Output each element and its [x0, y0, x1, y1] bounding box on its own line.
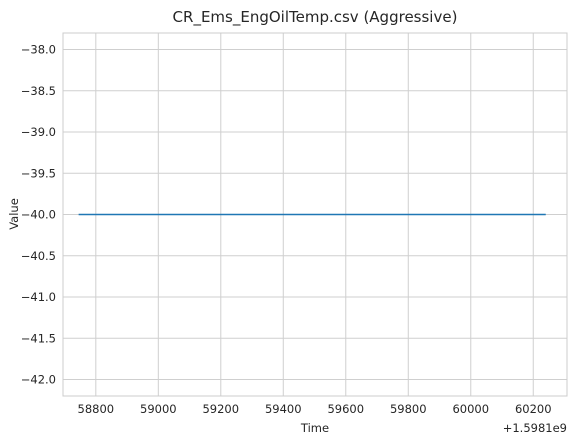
x-tick-label: 59800 — [390, 402, 427, 416]
x-tick-label: 59000 — [140, 402, 177, 416]
x-tick-label: 60000 — [452, 402, 489, 416]
y-tick-label: −39.5 — [21, 166, 56, 180]
plot-frame — [62, 32, 568, 397]
x-tick-label: 58800 — [78, 402, 115, 416]
y-axis-ticks: −38.0 −38.5 −39.0 −39.5 −40.0 −40.5 −41.0 −41.5… — [21, 43, 56, 387]
chart-title: CR_Ems_EngOilTemp.csv (Aggressive) — [173, 8, 458, 27]
x-axis-offset-label: +1.5981e9 — [503, 421, 567, 435]
y-tick-label: −38.5 — [21, 84, 56, 98]
y-tick-label: −41.0 — [21, 290, 56, 304]
plot-area — [62, 32, 568, 397]
x-tick-label: 60200 — [515, 402, 552, 416]
y-tick-label: −40.5 — [21, 249, 56, 263]
x-tick-label: 59200 — [202, 402, 239, 416]
y-tick-label: −38.0 — [21, 43, 56, 57]
y-axis-label: Value — [7, 198, 21, 230]
x-axis-ticks: 58800 59000 59200 59400 59600 59800 60000 60200 — [78, 402, 552, 416]
y-tick-label: −39.0 — [21, 125, 56, 139]
x-tick-label: 59400 — [265, 402, 302, 416]
x-tick-label: 59600 — [327, 402, 364, 416]
y-tick-label: −40.0 — [21, 208, 56, 222]
y-tick-label: −41.5 — [21, 331, 56, 345]
y-tick-label: −42.0 — [21, 373, 56, 387]
x-axis-label: Time — [300, 421, 329, 435]
